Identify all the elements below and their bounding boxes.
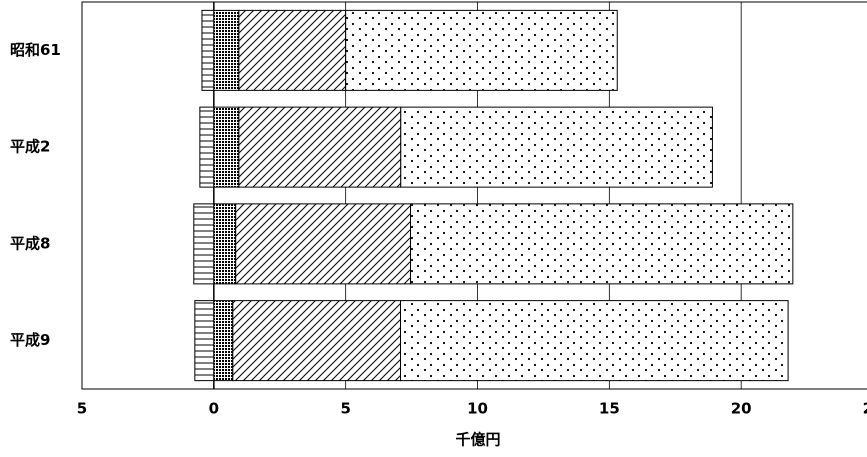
bar-segment — [235, 203, 412, 285]
x-tick-label: 15 — [599, 400, 620, 418]
bar-segment — [213, 203, 237, 285]
y-tick-label: 平成2 — [10, 138, 50, 156]
bar-segment — [193, 203, 215, 285]
x-tick-label: 0 — [209, 400, 219, 418]
bar-segment — [400, 300, 789, 382]
x-tick-label: 10 — [467, 400, 488, 418]
bar-segment — [213, 9, 240, 91]
bar-segment — [400, 106, 713, 188]
bar-segment — [410, 203, 794, 285]
x-tick-label: 5 — [77, 400, 87, 418]
bar-segment — [345, 9, 618, 91]
y-tick-label: 平成8 — [10, 234, 50, 252]
x-axis-label: 千億円 — [455, 431, 500, 449]
y-tick-label: 平成9 — [10, 331, 50, 349]
bar-segment — [232, 300, 402, 382]
bar-segment — [238, 9, 347, 91]
y-tick-label: 昭和61 — [10, 41, 61, 59]
bar-segment — [199, 106, 215, 188]
bar-segment — [201, 9, 215, 91]
x-tick-label: 25 — [863, 400, 867, 418]
bar-segment — [213, 300, 234, 382]
bar-segment — [238, 106, 402, 188]
bar-segment — [194, 300, 215, 382]
x-tick-label: 5 — [340, 400, 350, 418]
bar-segment — [213, 106, 240, 188]
x-tick-label: 20 — [731, 400, 752, 418]
